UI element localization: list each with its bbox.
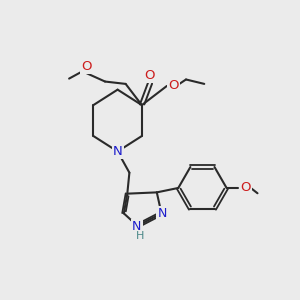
Text: O: O — [81, 60, 92, 73]
Text: O: O — [168, 79, 178, 92]
Text: N: N — [132, 220, 142, 233]
Text: H: H — [136, 231, 144, 241]
Text: N: N — [113, 145, 122, 158]
Text: O: O — [241, 181, 251, 194]
Text: N: N — [158, 208, 167, 220]
Text: O: O — [144, 69, 154, 82]
